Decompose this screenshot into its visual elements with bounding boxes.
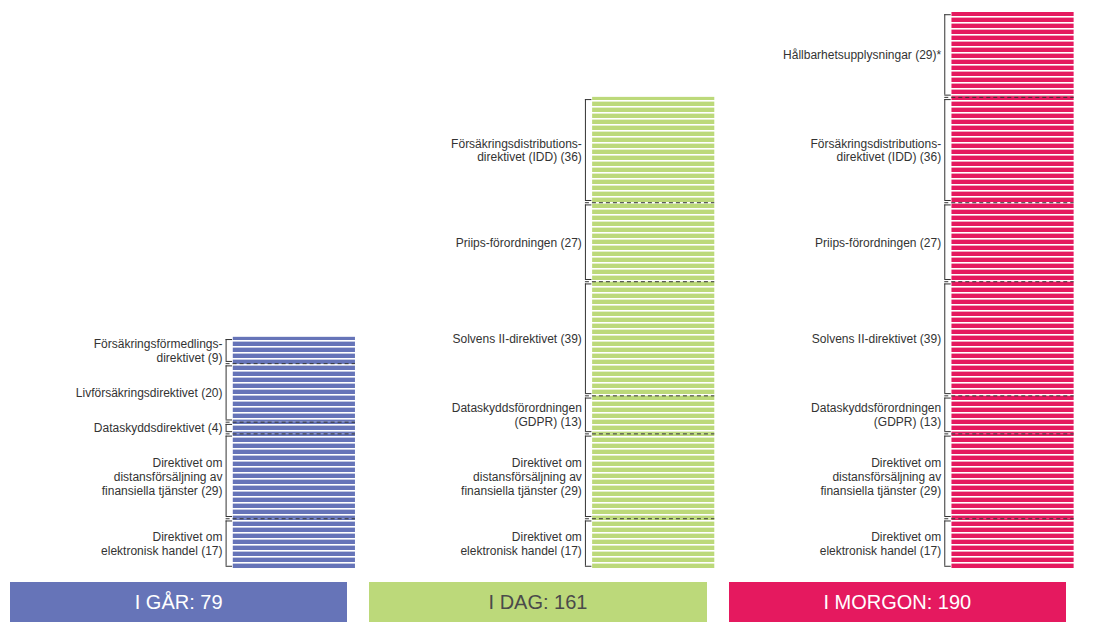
svg-text:Priips-förordningen (27): Priips-förordningen (27) xyxy=(456,236,582,250)
svg-text:Dataskyddsförordningen(GDPR) (: Dataskyddsförordningen(GDPR) (13) xyxy=(452,401,582,429)
svg-text:Dataskyddsdirektivet (4): Dataskyddsdirektivet (4) xyxy=(94,421,223,435)
svg-text:Direktivet omdistansförsäljnin: Direktivet omdistansförsäljning avfinans… xyxy=(461,456,582,498)
svg-text:Direktivet omelektronisk hande: Direktivet omelektronisk handel (17) xyxy=(101,530,222,558)
svg-text:Direktivet omelektronisk hande: Direktivet omelektronisk handel (17) xyxy=(820,530,941,558)
html-text:I DAG: 161: I DAG: 161 xyxy=(488,590,588,613)
html-text:I MORGON: 190: I MORGON: 190 xyxy=(823,590,972,613)
svg-text:Försäkringsdistributions-direk: Försäkringsdistributions-direktivet (IDD… xyxy=(810,137,941,165)
svg-text:Direktivet omelektronisk hande: Direktivet omelektronisk handel (17) xyxy=(460,530,581,558)
svg-text:Dataskyddsförordningen(GDPR) (: Dataskyddsförordningen(GDPR) (13) xyxy=(811,401,941,429)
svg-text:Solvens II-direktivet (39): Solvens II-direktivet (39) xyxy=(812,332,941,346)
html-text:I GÅR: 79: I GÅR: 79 xyxy=(134,590,223,613)
svg-text:Direktivet omdistansförsäljnin: Direktivet omdistansförsäljning avfinans… xyxy=(102,456,223,498)
svg-text:Försäkringsförmedlings-direkti: Försäkringsförmedlings-direktivet (9) xyxy=(94,337,223,365)
svg-text:Direktivet omdistansförsäljnin: Direktivet omdistansförsäljning avfinans… xyxy=(820,456,941,498)
svg-text:Livförsäkringsdirektivet (20): Livförsäkringsdirektivet (20) xyxy=(76,386,223,400)
svg-text:Försäkringsdistributions-direk: Försäkringsdistributions-direktivet (IDD… xyxy=(451,137,582,165)
svg-text:Hållbarhetsupplysningar (29)*: Hållbarhetsupplysningar (29)* xyxy=(783,48,941,62)
svg-text:Priips-förordningen (27): Priips-förordningen (27) xyxy=(815,236,941,250)
svg-text:Solvens II-direktivet (39): Solvens II-direktivet (39) xyxy=(452,332,581,346)
